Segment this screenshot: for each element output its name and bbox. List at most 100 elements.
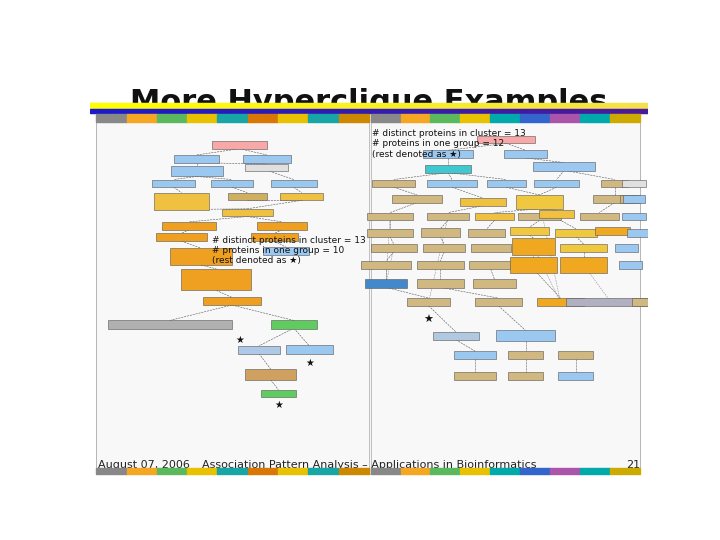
Bar [552,110,553,113]
Bar [474,110,475,113]
Bar [541,103,542,110]
Bar [556,110,557,113]
Bar [479,103,480,110]
Bar [274,103,275,110]
Bar [94,110,96,113]
Bar [264,103,265,110]
Bar [645,110,646,113]
Bar [471,244,510,252]
Bar [175,110,176,113]
Bar [254,103,255,110]
Bar [516,195,563,209]
Bar [228,193,266,200]
Bar [284,103,285,110]
Bar [411,103,412,110]
Bar [418,110,419,113]
Bar [121,103,122,110]
Bar [371,110,372,113]
Bar [269,110,270,113]
Bar [287,110,289,113]
Bar [138,110,139,113]
Bar [565,110,566,113]
Bar [280,193,323,200]
Bar [334,103,335,110]
Bar [285,110,286,113]
Bar [455,103,456,110]
Bar [350,103,351,110]
Bar [338,114,369,122]
Bar [606,110,607,113]
Bar [113,110,114,113]
Bar [361,103,362,110]
Bar [549,110,550,113]
Bar [628,103,629,110]
Bar [537,298,584,306]
Bar [431,468,461,475]
Bar [238,103,239,110]
Bar [564,103,565,110]
Bar [425,165,472,173]
Bar [271,320,317,328]
Bar [100,110,101,113]
Bar [640,103,641,110]
Bar [543,110,544,113]
Bar [90,103,91,110]
Bar [475,110,476,113]
Bar [569,103,570,110]
Bar [608,103,609,110]
Bar [452,103,453,110]
Bar [365,110,366,113]
Bar [579,103,580,110]
Bar [133,103,134,110]
Bar [169,110,170,113]
Bar [285,103,286,110]
Bar [221,103,222,110]
Bar [507,110,508,113]
Bar [616,110,617,113]
Bar [256,103,258,110]
Bar [513,103,514,110]
Bar [199,103,200,110]
Bar [307,103,309,110]
Bar [372,103,373,110]
Bar [481,110,482,113]
Bar [508,372,543,380]
Bar [605,103,606,110]
Bar [431,114,461,122]
Bar [266,103,267,110]
Bar [250,110,251,113]
Bar [131,103,132,110]
Bar [283,110,284,113]
Bar [161,103,162,110]
Bar [293,103,294,110]
Bar [433,103,434,110]
Bar [344,103,345,110]
Bar [595,103,596,110]
Bar [580,110,581,113]
Bar [590,103,591,110]
Bar [381,110,382,113]
Bar [225,110,226,113]
Bar [393,110,394,113]
Bar [587,103,588,110]
Bar [548,103,549,110]
Bar [427,213,469,220]
Bar [149,110,150,113]
Bar [309,103,310,110]
Bar [212,140,266,149]
Bar [449,110,451,113]
Bar [161,110,162,113]
Bar [551,103,552,110]
Bar [273,103,274,110]
Bar [632,103,634,110]
Bar [423,244,466,252]
Bar [476,110,477,113]
Bar [98,110,99,113]
Bar [607,110,608,113]
Bar [397,110,398,113]
Bar [263,247,310,255]
Bar [621,110,622,113]
Bar [488,103,489,110]
Bar [397,103,398,110]
Bar [550,110,551,113]
